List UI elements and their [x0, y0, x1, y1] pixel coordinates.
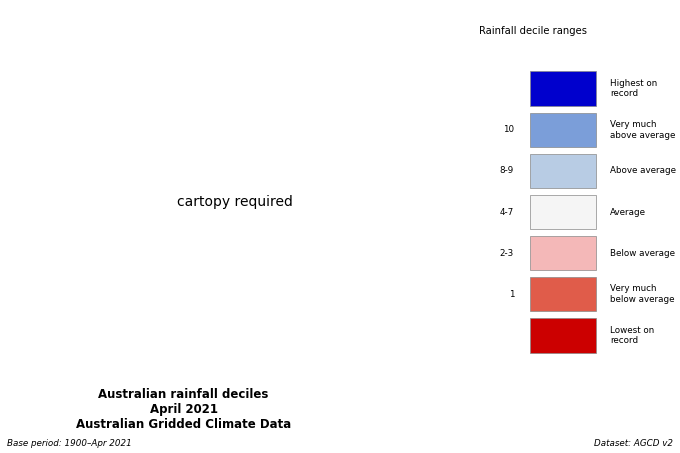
Text: 8-9: 8-9 [500, 166, 514, 175]
Text: Very much
above average: Very much above average [610, 120, 675, 140]
Text: 2-3: 2-3 [500, 249, 514, 258]
Text: Highest on
record: Highest on record [610, 79, 657, 98]
FancyBboxPatch shape [530, 236, 596, 270]
Text: Australian Gridded Climate Data: Australian Gridded Climate Data [76, 418, 291, 431]
Text: Lowest on
record: Lowest on record [610, 326, 654, 345]
Text: 4-7: 4-7 [500, 207, 514, 217]
Text: 10: 10 [503, 125, 514, 134]
Text: Dataset: AGCD v2: Dataset: AGCD v2 [594, 439, 673, 448]
Text: Above average: Above average [610, 166, 676, 175]
Text: Australian rainfall deciles: Australian rainfall deciles [99, 388, 269, 401]
FancyBboxPatch shape [530, 277, 596, 312]
FancyBboxPatch shape [530, 154, 596, 188]
Text: Base period: 1900–Apr 2021: Base period: 1900–Apr 2021 [7, 439, 131, 448]
Text: Rainfall decile ranges: Rainfall decile ranges [479, 26, 588, 36]
FancyBboxPatch shape [530, 113, 596, 147]
Text: Very much
below average: Very much below average [610, 284, 675, 304]
FancyBboxPatch shape [530, 72, 596, 106]
FancyBboxPatch shape [530, 318, 596, 352]
FancyBboxPatch shape [530, 195, 596, 229]
Text: Below average: Below average [610, 249, 675, 258]
Text: 1: 1 [509, 290, 514, 299]
Text: April 2021: April 2021 [150, 403, 218, 416]
Text: Average: Average [610, 207, 646, 217]
Text: cartopy required: cartopy required [177, 195, 292, 208]
